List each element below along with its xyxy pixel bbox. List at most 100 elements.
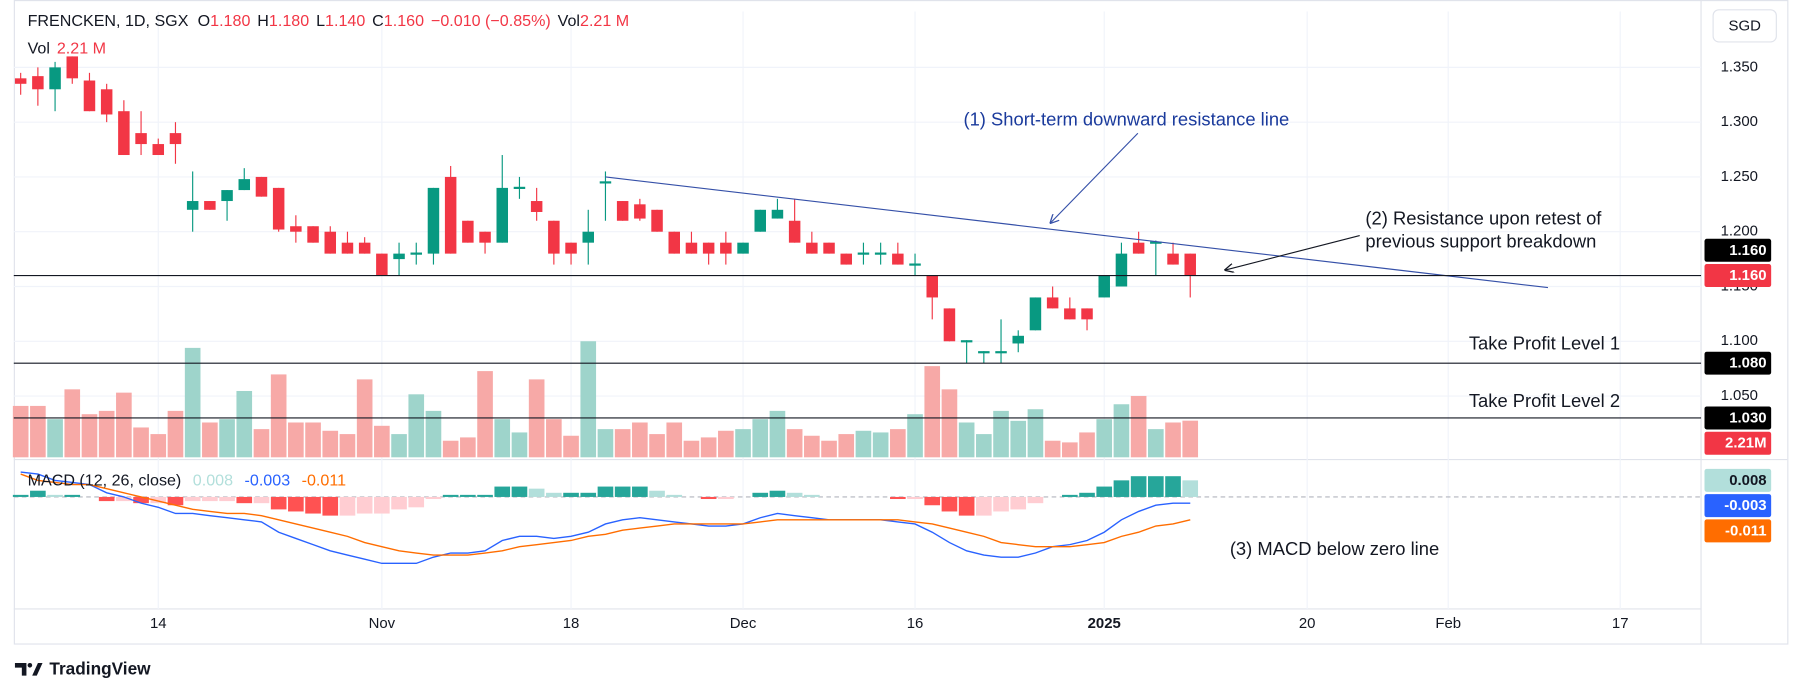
volume-bar [890,429,906,458]
macd-histogram-bar [546,492,562,497]
volume-bar [408,394,425,458]
candle-body [1098,275,1110,298]
volume-bar [718,430,734,458]
macd-histogram-bar [339,496,356,516]
volume-bar [374,425,390,458]
trendline [605,176,1549,289]
volume-bar [1062,442,1078,458]
candle-body [341,242,354,254]
x-tick-label: 16 [907,615,924,632]
candle-body [169,133,182,145]
candle-body [1115,253,1128,287]
x-tick-label: Nov [369,615,396,632]
ohlc-label: H [257,12,269,30]
candle-body [410,252,423,255]
macd-histogram-bar [666,494,683,497]
x-tick-label: 14 [150,615,167,632]
candle-body [1012,335,1024,344]
volume-bar [184,347,201,458]
macd-histogram-bar [804,494,820,497]
candle-body [892,253,904,265]
y-tick-label: 1.100 [1721,332,1758,349]
candle-body [118,111,130,156]
candle-body [1184,253,1196,276]
volume-label-box [1704,431,1772,455]
candle-body [943,308,956,342]
ohlc-label: L [316,12,325,30]
macd-signal-label-text: -0.011 [1725,522,1767,539]
candle-body [100,89,113,115]
y-tick-label: 1.250 [1721,168,1758,185]
signal-line [20,473,1191,556]
macd-histogram-bar [1079,492,1095,497]
volume-bar [907,414,923,458]
vol-value: 2.21 M [580,12,629,30]
macd-histogram-bar [580,492,597,497]
volume-bar [391,434,407,458]
annotation: Take Profit Level 1 [1469,333,1620,354]
macd-value: -0.003 [245,472,291,490]
macd-histogram-bar [976,496,992,516]
macd-title: MACD (12, 26, close) [28,472,182,490]
candle-body [462,220,474,243]
y-tick-label: 1.350 [1721,58,1758,75]
y-tick-label: 1.300 [1721,113,1758,130]
candle-body [255,176,268,197]
candle-body [874,252,887,255]
volume-bar [993,410,1009,458]
macd-histogram-bar [1182,480,1199,497]
candle-body [788,220,801,243]
candle-body [83,80,96,112]
macd-histogram-bar [924,496,941,506]
candle-body [66,56,79,79]
symbol: FRENCKEN, 1D, SGX [28,12,189,30]
candle-body [393,253,405,260]
currency-button[interactable] [1712,9,1777,43]
macd-histogram-bar [374,496,390,514]
macd-histogram-bar [907,496,923,500]
candle-body [204,201,216,210]
volume-bar [270,374,287,458]
candle-body [530,201,543,212]
candle-body [376,253,388,276]
volume-bar [597,429,614,458]
macd-hist-value: 0.008 [193,472,233,490]
volume-bar [305,422,321,458]
volume-bar [30,405,46,458]
macd-macd-label-text: -0.003 [1724,497,1766,514]
macd-histogram-bar [322,496,339,516]
candle-body [272,187,285,230]
macd-histogram-bar [632,486,648,497]
volume-legend-value: 2.21 M [57,40,106,58]
x-tick-label: 17 [1612,615,1629,632]
volume-bar [236,390,253,458]
macd-histogram-bar [167,496,184,506]
candle-body [857,252,870,255]
macd-histogram-bar [1062,494,1078,497]
volume-bar [752,419,769,458]
volume-bar [700,437,717,458]
level-label-box [1704,351,1772,375]
volume-bar [511,432,528,458]
macd-histogram-bar [649,490,665,497]
candle-body [186,201,199,210]
macd-histogram-bar [133,496,149,504]
macd-histogram-bar [1165,476,1181,497]
volume-bar [941,389,958,458]
volume-bar [442,440,459,458]
level-label-box [1704,406,1772,430]
candle-body [513,186,526,189]
volume-bar [821,440,837,458]
macd-histogram-bar [47,494,63,497]
candle-body [1167,253,1179,265]
macd-histogram-bar [64,494,81,497]
volume-bar [735,429,751,458]
macd-histogram-bar [425,496,442,500]
axes: 1.0501.1001.1501.2001.2501.3001.35014Nov… [150,58,1772,632]
volume-bar [64,389,81,458]
ohlc-value: 1.180 [269,12,309,30]
candle-body [135,133,147,145]
candle-body [427,187,440,254]
macd-histogram-bar [12,494,29,497]
annotation: previous support breakdown [1365,230,1596,251]
